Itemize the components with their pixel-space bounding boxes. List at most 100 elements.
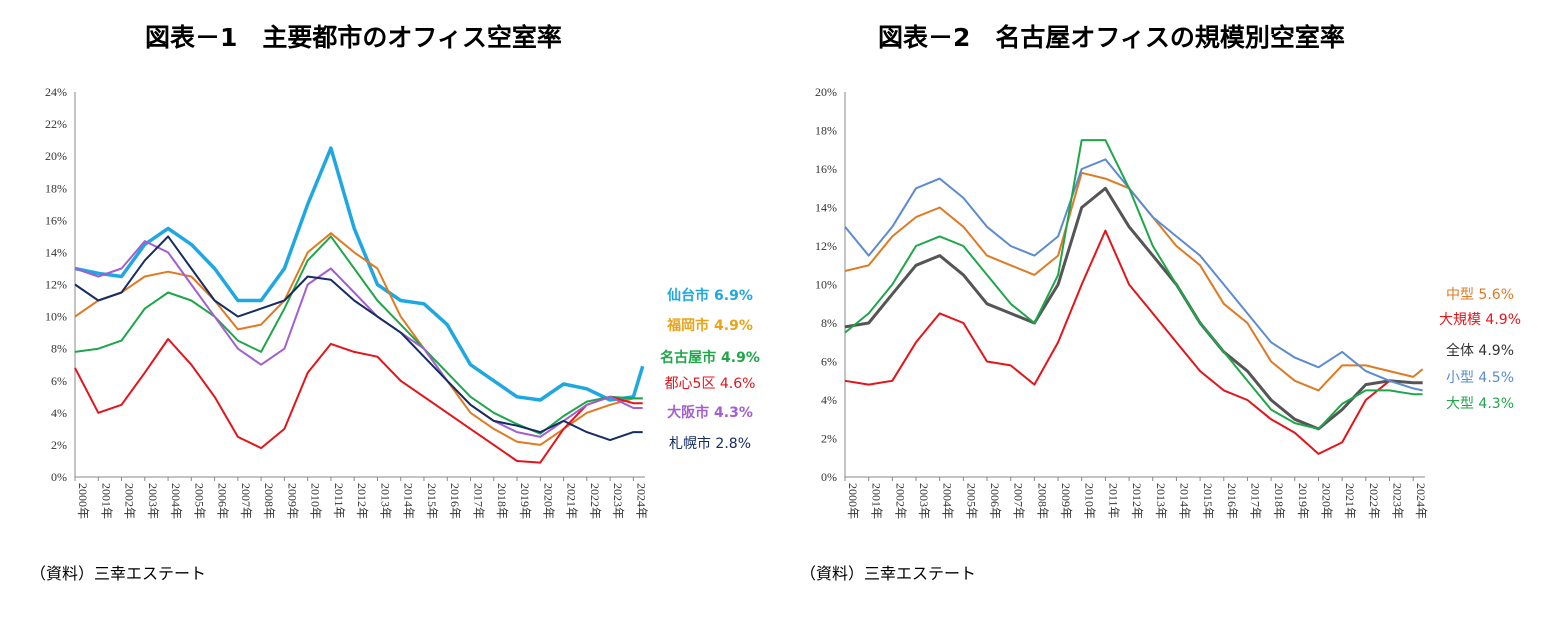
x-tick-label: 2010年 — [1083, 483, 1097, 519]
x-tick-label: 2013年 — [1154, 483, 1168, 519]
x-tick-label: 2020年 — [541, 483, 555, 519]
y-tick-label: 4% — [821, 393, 837, 407]
x-tick-label: 2021年 — [565, 483, 579, 519]
x-tick-label: 2001年 — [99, 483, 113, 519]
series-line-大規模 — [844, 229, 1423, 455]
x-tick-label: 2004年 — [169, 483, 183, 519]
x-tick-label: 2023年 — [1390, 483, 1404, 519]
x-tick-label: 2003年 — [917, 483, 931, 519]
x-tick-label: 2015年 — [1201, 483, 1215, 519]
series-label: 中型 5.6% — [1446, 287, 1514, 303]
x-tick-label: 2009年 — [285, 483, 299, 519]
series-label: 福岡市 4.9% — [666, 317, 753, 334]
series-line-中型 — [844, 171, 1424, 392]
chart2-title: 図表－2 名古屋オフィスの規模別空室率 — [878, 23, 1345, 52]
y-tick-label: 20% — [45, 149, 67, 163]
y-tick-label: 24% — [45, 85, 67, 99]
x-tick-label: 2012年 — [1130, 483, 1144, 519]
y-tick-label: 0% — [51, 470, 67, 484]
x-tick-label: 2010年 — [309, 483, 323, 519]
x-tick-label: 2024年 — [1414, 483, 1428, 519]
x-tick-label: 2015年 — [425, 483, 439, 519]
x-tick-label: 2002年 — [893, 483, 907, 519]
x-tick-label: 2011年 — [332, 483, 346, 519]
x-tick-label: 2005年 — [192, 483, 206, 519]
series-label: 札幌市 2.8% — [669, 435, 751, 452]
y-tick-label: 22% — [45, 117, 67, 131]
y-tick-label: 6% — [821, 355, 837, 369]
x-tick-label: 2007年 — [1012, 483, 1026, 519]
y-tick-label: 6% — [51, 374, 67, 388]
series-label: 小型 4.5% — [1446, 370, 1514, 386]
y-tick-label: 10% — [45, 310, 67, 324]
x-tick-label: 2012年 — [355, 483, 369, 519]
x-tick-label: 2013年 — [378, 483, 392, 519]
chart2-svg: 0% 2% 4% 6% 8% 10% 12% 14% 16% 18% 20% 2000年 2001年 20… — [815, 85, 1521, 519]
x-tick-label: 2022年 — [1367, 483, 1381, 519]
series-label: 大規模 4.9% — [1439, 312, 1521, 328]
x-tick-label: 2017年 — [1248, 483, 1262, 519]
y-tick-label: 0% — [821, 470, 837, 484]
x-tick-label: 2005年 — [964, 483, 978, 519]
x-tick-label: 2006年 — [988, 483, 1002, 519]
y-tick-label: 20% — [815, 85, 837, 99]
y-tick-label: 2% — [821, 432, 837, 446]
series-line-福岡市 — [74, 232, 643, 446]
chart1-title: 図表－1 主要都市のオフィス空室率 — [145, 23, 562, 52]
x-tick-label: 2019年 — [518, 483, 532, 519]
y-tick-label: 4% — [51, 406, 67, 420]
x-tick-label: 2022年 — [588, 483, 602, 519]
series-line-名古屋市 — [74, 235, 643, 435]
series-label: 仙台市 6.9% — [667, 287, 753, 304]
x-tick-label: 2017年 — [472, 483, 486, 519]
x-tick-label: 2020年 — [1319, 483, 1333, 519]
series-line-全体 — [844, 186, 1423, 431]
series-line-小型 — [844, 158, 1423, 392]
x-tick-label: 2008年 — [1035, 483, 1049, 519]
x-tick-label: 2002年 — [123, 483, 137, 519]
x-tick-label: 2004年 — [941, 483, 955, 519]
series-label: 全体 4.9% — [1446, 342, 1514, 359]
chart2-source: （資料）三幸エステート — [800, 564, 977, 583]
x-tick-label: 2006年 — [216, 483, 230, 519]
x-tick-label: 2021年 — [1343, 483, 1357, 519]
x-tick-label: 2024年 — [634, 483, 648, 519]
x-tick-label: 2007年 — [239, 483, 253, 519]
series-label: 都心5区 4.6% — [665, 376, 756, 392]
y-tick-label: 14% — [45, 245, 67, 259]
y-tick-label: 12% — [815, 239, 837, 253]
series-label: 名古屋市 4.9% — [660, 349, 760, 366]
x-tick-label: 2019年 — [1296, 483, 1310, 519]
y-tick-label: 16% — [815, 162, 837, 176]
x-tick-label: 2014年 — [402, 483, 416, 519]
x-tick-label: 2008年 — [262, 483, 276, 519]
y-tick-label: 8% — [51, 342, 67, 356]
series-line-大阪市 — [74, 240, 643, 438]
y-tick-label: 12% — [45, 278, 67, 292]
series-line-大型 — [844, 139, 1423, 430]
x-tick-label: 2003年 — [146, 483, 160, 519]
series-line-仙台市 — [74, 146, 645, 402]
x-tick-label: 2018年 — [495, 483, 509, 519]
y-tick-label: 2% — [51, 438, 67, 452]
x-tick-label: 2001年 — [870, 483, 884, 519]
y-tick-label: 8% — [821, 316, 837, 330]
y-tick-label: 14% — [815, 201, 837, 215]
x-tick-label: 2000年 — [846, 483, 860, 519]
x-tick-label: 2009年 — [1059, 483, 1073, 519]
chart1-source: （資料）三幸エステート — [30, 564, 207, 583]
x-tick-label: 2000年 — [76, 483, 90, 519]
y-tick-label: 18% — [815, 124, 837, 138]
chart1-svg: 0% 2% 4% 6% 8% 10% 12% 14% 16% 18% 20% 22% 24% 2000年 2… — [45, 85, 760, 519]
series-label: 大阪市 4.3% — [667, 404, 753, 421]
x-tick-label: 2018年 — [1272, 483, 1286, 519]
series-label: 大型 4.3% — [1446, 396, 1514, 412]
x-tick-label: 2023年 — [611, 483, 625, 519]
y-tick-label: 18% — [45, 181, 67, 195]
y-tick-label: 16% — [45, 213, 67, 227]
x-tick-label: 2011年 — [1106, 483, 1120, 519]
x-tick-label: 2016年 — [1225, 483, 1239, 519]
y-tick-label: 10% — [815, 278, 837, 292]
series-line-都心5区 — [74, 338, 643, 464]
series-line-札幌市 — [74, 235, 643, 442]
